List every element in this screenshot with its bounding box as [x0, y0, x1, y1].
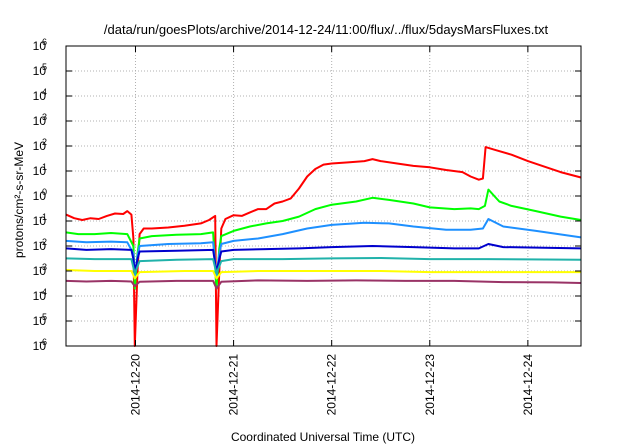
x-tick-label: 2014-12-24	[521, 354, 535, 416]
y-tick-label: 104	[33, 87, 47, 103]
x-tick-label: 2014-12-22	[325, 354, 339, 416]
plot-frame	[65, 45, 582, 347]
x-axis-label: Coordinated Universal Time (UTC)	[231, 430, 415, 444]
y-tick-label: 10-4	[33, 287, 47, 303]
series-layer	[65, 146, 582, 347]
x-tick-labels: 2014-12-20 2014-12-21 2014-12-22 2014-12-23…	[128, 354, 534, 416]
y-tick-label: 105	[33, 62, 47, 78]
y-axis-label: protons/cm²-s-sr-MeV	[12, 142, 26, 258]
y-tick-label: 10-5	[33, 312, 47, 328]
y-tick-label: 10-3	[33, 262, 47, 278]
y-tick-label: 10-2	[33, 237, 47, 253]
axis-ticks	[66, 45, 581, 347]
series-line-6	[65, 269, 581, 280]
chart-title: /data/run/goesPlots/archive/2014-12-24/1…	[104, 22, 549, 37]
series-line-7	[65, 279, 582, 290]
y-tick-labels: 10-6 10-5 10-4 10-3 10-2 10-1 100 101 102 103 104 1…	[33, 37, 47, 353]
y-tick-label: 10-1	[33, 212, 47, 228]
series-line-4	[65, 243, 582, 274]
y-tick-label: 101	[33, 162, 47, 178]
x-tick-label: 2014-12-21	[227, 354, 241, 416]
y-tick-label: 103	[33, 112, 47, 128]
y-tick-label: 102	[33, 137, 47, 153]
x-tick-label: 2014-12-20	[128, 354, 142, 416]
y-tick-label: 100	[33, 187, 47, 203]
y-tick-label: 10-6	[33, 337, 47, 353]
y-tick-label: 106	[33, 37, 47, 53]
series-line-2	[65, 188, 582, 290]
series-line-1	[65, 146, 582, 347]
grid-lines	[66, 46, 581, 346]
x-tick-label: 2014-12-23	[423, 354, 437, 416]
series-line-5	[65, 257, 582, 275]
